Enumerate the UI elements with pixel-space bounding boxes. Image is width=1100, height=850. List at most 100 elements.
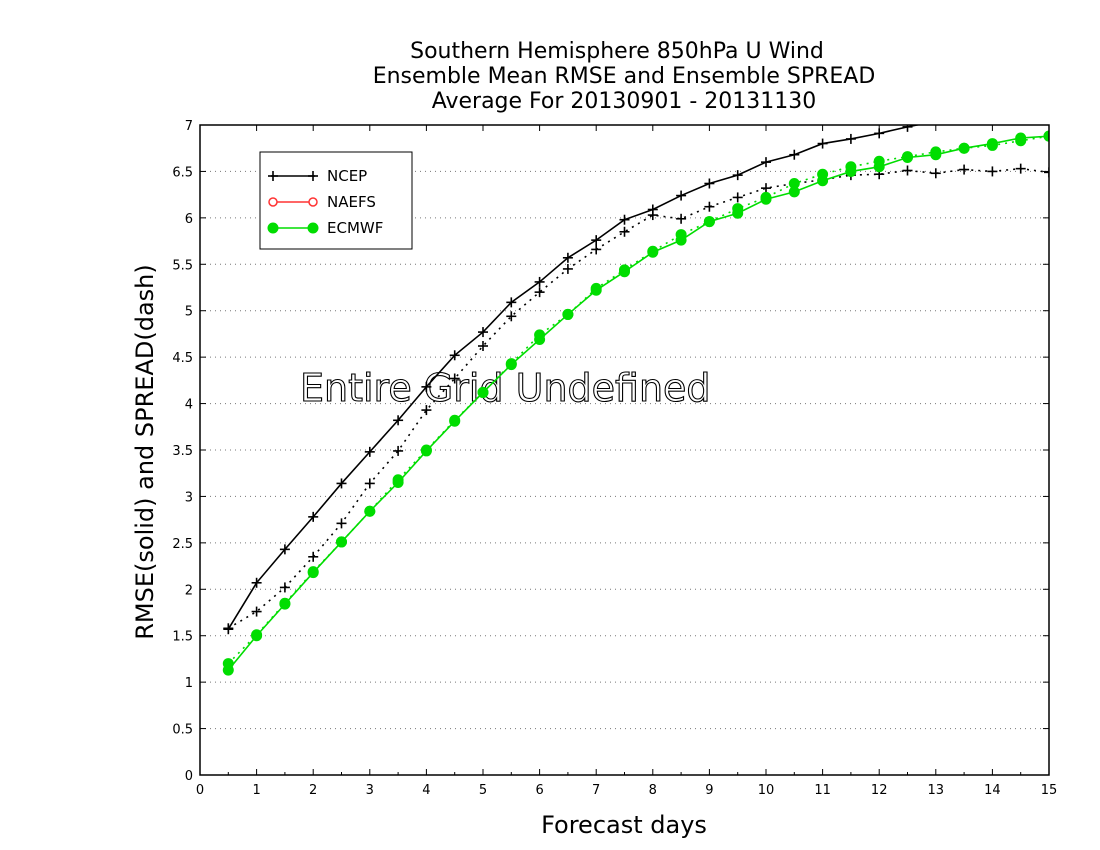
point-ncep-spread-16 <box>676 213 687 224</box>
x-tick-label-6: 6 <box>535 783 543 798</box>
y-tick-label-14: 7 <box>185 119 193 134</box>
legend-label-0: NCEP <box>327 167 367 185</box>
x-tick-label-10: 10 <box>758 783 775 798</box>
point-ecmwf-rmse-0 <box>222 664 234 676</box>
y-tick-label-9: 4.5 <box>172 351 193 366</box>
point-ecmwf-rmse-28 <box>1015 132 1027 144</box>
point-ncep-spread-12 <box>562 263 573 274</box>
point-ncep-spread-7 <box>421 405 432 416</box>
x-tick-label-15: 15 <box>1041 783 1058 798</box>
x-tick-label-1: 1 <box>252 783 260 798</box>
y-axis-label: RMSE(solid) and SPREAD(dash) <box>131 264 159 640</box>
x-tick-label-14: 14 <box>984 783 1001 798</box>
legend-marker-start-2 <box>267 222 279 234</box>
y-tick-label-10: 5 <box>185 305 193 320</box>
legend-item-ncep: NCEP <box>268 167 367 185</box>
point-ecmwf-rmse-29 <box>1043 130 1049 142</box>
point-ncep-spread-17 <box>704 201 715 212</box>
point-ncep-rmse-10 <box>506 297 517 308</box>
y-axis-ticks: 0 0.5 1 1.5 2 2.5 3 3.5 4 4.5 5 5.5 6 6.5 7 <box>172 119 1049 784</box>
x-axis-label: Forecast days <box>541 811 707 839</box>
point-ecmwf-rmse-21 <box>817 175 829 187</box>
x-tick-label-4: 4 <box>422 783 430 798</box>
point-ecmwf-rmse-2 <box>279 598 291 610</box>
point-ncep-spread-18 <box>732 192 743 203</box>
point-ncep-spread-1 <box>251 606 262 617</box>
annotation-layer: Entire Grid Undefined <box>299 365 711 410</box>
point-ncep-spread-25 <box>930 168 941 179</box>
point-ncep-rmse-24 <box>902 125 913 132</box>
x-tick-label-9: 9 <box>705 783 713 798</box>
point-ecmwf-rmse-16 <box>675 234 687 246</box>
point-ncep-rmse-16 <box>676 190 687 201</box>
point-ecmwf-rmse-11 <box>534 334 546 345</box>
point-ncep-spread-29 <box>1044 167 1049 178</box>
point-ecmwf-rmse-3 <box>307 567 319 579</box>
point-ncep-rmse-19 <box>761 157 771 168</box>
point-ecmwf-rmse-8 <box>449 415 461 427</box>
y-tick-label-2: 1 <box>185 676 193 691</box>
point-ncep-rmse-20 <box>789 149 800 160</box>
point-ncep-rmse-22 <box>845 133 856 144</box>
point-ecmwf-rmse-13 <box>590 284 602 296</box>
title-line-3: Average For 20130901 - 20131130 <box>432 89 817 114</box>
point-ecmwf-rmse-10 <box>505 359 517 371</box>
point-ecmwf-rmse-4 <box>336 536 347 548</box>
x-tick-label-8: 8 <box>649 783 657 798</box>
point-ncep-rmse-3 <box>308 511 319 522</box>
point-ecmwf-rmse-25 <box>930 149 942 161</box>
series-line-ncep-spread <box>227 167 1049 629</box>
point-ecmwf-rmse-15 <box>647 246 659 258</box>
point-ncep-spread-3 <box>308 551 319 562</box>
legend-marker-end-1 <box>308 197 318 207</box>
point-ncep-spread-6 <box>393 445 404 456</box>
legend-box <box>259 151 413 250</box>
legend: NCEP NAEFS ECMWF <box>259 151 413 250</box>
point-ncep-rmse-14 <box>619 214 630 225</box>
point-ecmwf-rmse-7 <box>420 445 432 457</box>
legend-item-ecmwf: ECMWF <box>267 219 383 237</box>
point-ncep-rmse-9 <box>478 327 488 338</box>
legend-marker-end-0 <box>308 171 318 181</box>
point-ecmwf-rmse-12 <box>562 308 574 320</box>
legend-marker-end-2 <box>307 222 319 234</box>
y-tick-label-0: 0 <box>185 769 193 784</box>
y-tick-label-12: 6 <box>185 212 193 227</box>
series-points-ncep-rmse <box>223 125 913 635</box>
point-ecmwf-rmse-26 <box>958 142 970 154</box>
point-ecmwf-rmse-14 <box>619 266 630 278</box>
series-points-ncep-spread <box>223 163 1049 634</box>
undefined-grid-annotation: Entire Grid Undefined <box>300 366 711 410</box>
point-ecmwf-rmse-17 <box>703 216 715 228</box>
y-tick-label-13: 6.5 <box>172 165 193 180</box>
y-tick-label-8: 4 <box>185 398 193 413</box>
point-ncep-rmse-2 <box>279 544 290 555</box>
x-tick-label-12: 12 <box>871 783 888 798</box>
x-tick-label-2: 2 <box>309 783 317 798</box>
point-ncep-rmse-1 <box>251 577 262 588</box>
series-points-ecmwf-rmse <box>222 130 1049 676</box>
point-ncep-spread-4 <box>336 518 347 529</box>
legend-marker-start-1 <box>268 197 278 207</box>
point-ecmwf-rmse-5 <box>364 505 376 517</box>
y-tick-label-7: 3.5 <box>172 444 193 459</box>
point-ncep-rmse-7 <box>421 381 432 392</box>
x-tick-label-7: 7 <box>592 783 600 798</box>
point-ncep-rmse-17 <box>704 178 715 189</box>
point-ecmwf-rmse-19 <box>760 193 772 205</box>
point-ecmwf-rmse-27 <box>986 138 998 150</box>
chart-title: Southern Hemisphere 850hPa U Wind Ensemb… <box>373 39 876 114</box>
point-ecmwf-rmse-9 <box>477 386 489 398</box>
point-ncep-spread-9 <box>478 341 488 351</box>
y-tick-label-3: 1.5 <box>172 630 193 645</box>
point-ecmwf-rmse-1 <box>251 630 263 642</box>
point-ecmwf-rmse-22 <box>845 165 857 177</box>
plot-area <box>222 125 1049 676</box>
point-ncep-rmse-15 <box>647 204 658 215</box>
point-ncep-spread-27 <box>987 166 998 177</box>
point-ecmwf-rmse-24 <box>902 152 913 163</box>
point-ncep-rmse-4 <box>336 478 347 489</box>
point-ncep-spread-14 <box>619 226 630 237</box>
title-line-2: Ensemble Mean RMSE and Ensemble SPREAD <box>373 64 876 89</box>
